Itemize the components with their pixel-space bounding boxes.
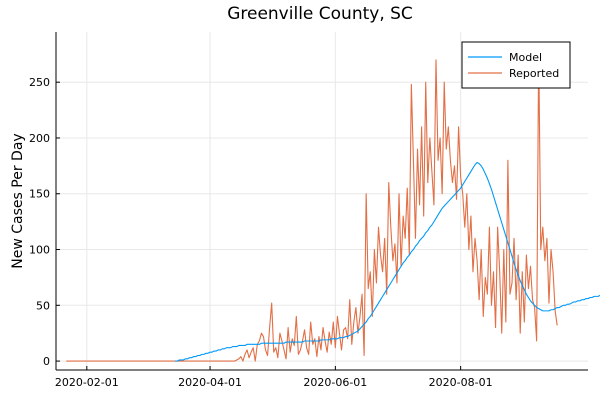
axes: 0 50 100 150 200 250 2020-02-01 2020-04-01 2020-… <box>29 32 588 389</box>
y-axis-label: New Cases Per Day <box>10 133 26 268</box>
y-tick-label: 50 <box>36 299 50 312</box>
y-tick-label: 0 <box>43 355 50 368</box>
legend: Model Reported <box>461 41 571 89</box>
x-tick-label: 2020-04-01 <box>178 376 242 389</box>
y-tick-label: 100 <box>29 244 50 257</box>
y-tick-label: 200 <box>29 132 50 145</box>
y-tick-label: 250 <box>29 76 50 89</box>
x-tick-label: 2020-02-01 <box>55 376 119 389</box>
legend-label-model: Model <box>509 51 542 64</box>
x-tick-label: 2020-06-01 <box>303 376 367 389</box>
series-line-model <box>175 161 600 362</box>
series-lines <box>66 45 600 362</box>
legend-box <box>461 41 571 89</box>
x-tick-label: 2020-08-01 <box>429 376 493 389</box>
grid <box>56 32 588 370</box>
y-tick-label: 150 <box>29 188 50 201</box>
series-line-reported <box>66 45 558 362</box>
legend-label-reported: Reported <box>509 67 559 80</box>
chart-title: Greenville County, SC <box>227 4 413 24</box>
